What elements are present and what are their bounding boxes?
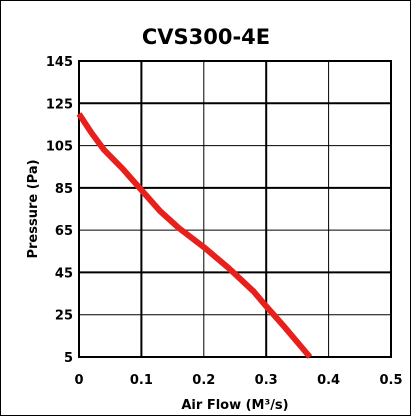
y-tick-label: 45 xyxy=(55,266,73,281)
x-tick-label: 0 xyxy=(74,373,83,388)
x-tick-label: 0.4 xyxy=(317,373,340,388)
y-tick-label: 5 xyxy=(64,351,73,366)
y-tick-label: 105 xyxy=(46,140,73,155)
grid xyxy=(78,60,392,358)
y-tick-label: 65 xyxy=(55,224,73,239)
x-axis: 0 0.1 0.2 0.3 0.4 0.5 xyxy=(74,373,402,388)
series-line xyxy=(76,112,313,359)
series-group xyxy=(76,112,313,359)
x-tick-label: 0.1 xyxy=(130,373,153,388)
y-axis-label: Pressure (Pa) xyxy=(26,159,41,258)
y-tick-label: 145 xyxy=(46,55,73,70)
plot-area xyxy=(78,60,392,358)
y-tick-label: 25 xyxy=(55,309,73,324)
y-axis: 5 25 45 65 85 105 125 145 xyxy=(46,55,73,366)
x-axis-label: Air Flow (M³/s) xyxy=(181,398,288,413)
y-tick-label: 85 xyxy=(55,182,73,197)
chart-title: CVS300-4E xyxy=(142,25,270,49)
y-tick-label: 125 xyxy=(46,97,73,112)
x-tick-label: 0.5 xyxy=(379,373,402,388)
x-tick-label: 0.2 xyxy=(192,373,215,388)
x-tick-label: 0.3 xyxy=(255,373,278,388)
